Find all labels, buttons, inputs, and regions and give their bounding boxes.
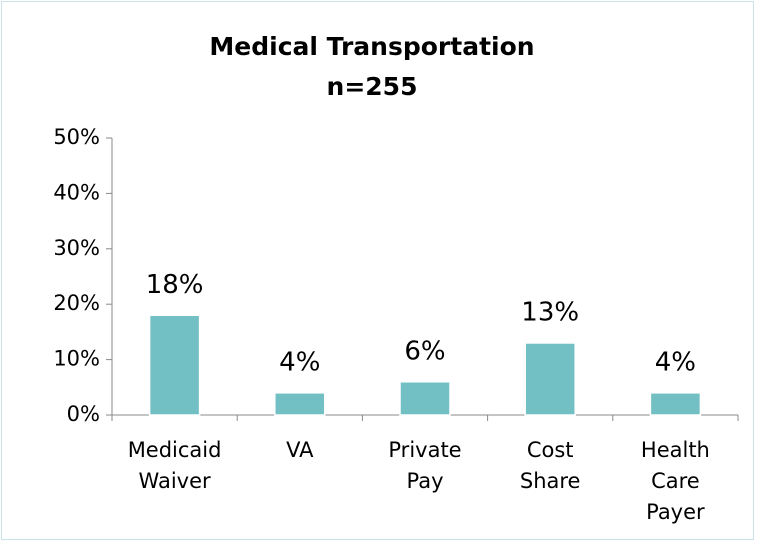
y-tick-label: 10% <box>53 347 100 371</box>
bar <box>649 392 702 416</box>
x-tick-label: Private Pay <box>388 438 462 493</box>
y-tick-label: 40% <box>53 180 100 204</box>
bar <box>399 381 451 416</box>
bar <box>274 392 326 416</box>
value-label: 13% <box>521 297 579 327</box>
y-tick-label: 20% <box>53 291 100 315</box>
value-label: 4% <box>655 347 696 377</box>
value-label: 4% <box>279 347 320 377</box>
bar <box>524 342 576 416</box>
x-tick-label: Cost Share <box>519 438 581 493</box>
x-tick-label: Health Care Payer <box>640 438 710 524</box>
chart-subtitle: n=255 <box>327 72 418 101</box>
y-tick-label: 50% <box>53 125 100 149</box>
x-tick-label: VA <box>286 438 314 462</box>
value-label: 6% <box>404 336 445 366</box>
y-tick-label: 30% <box>53 236 100 260</box>
value-label: 18% <box>146 270 204 300</box>
y-tick-label: 0% <box>67 402 100 426</box>
bar <box>148 314 201 416</box>
x-tick-label: Medicaid Waiver <box>127 438 222 493</box>
chart-title: Medical Transportation <box>209 32 534 61</box>
